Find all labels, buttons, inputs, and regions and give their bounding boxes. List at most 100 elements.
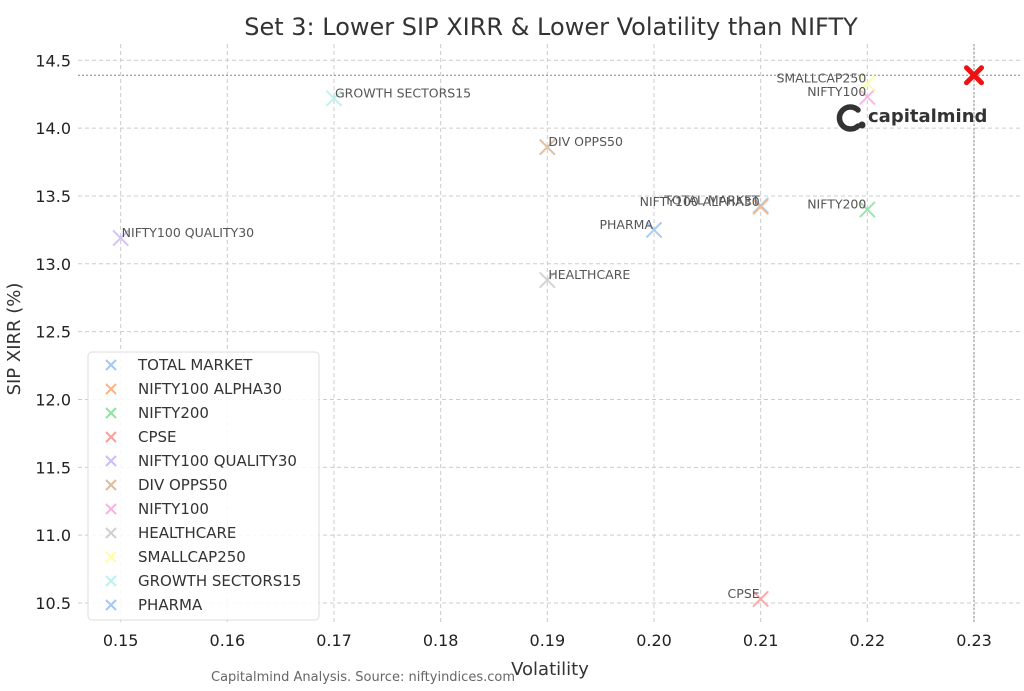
marker-stroke xyxy=(539,272,556,289)
legend-item: NIFTY200 xyxy=(105,404,209,422)
legend: TOTAL MARKET NIFTY100 ALPHA30 NIFTY200 CPSE… xyxy=(87,351,320,621)
reference-point-marker xyxy=(964,65,984,86)
x-tick-label: 0.21 xyxy=(743,631,779,650)
legend-item: SMALLCAP250 xyxy=(105,548,246,566)
chart-title: Set 3: Lower SIP XIRR & Lower Volatility… xyxy=(244,13,858,41)
legend-marker xyxy=(105,551,117,563)
y-tick-label: 14.5 xyxy=(35,51,71,70)
capitalmind-c-icon xyxy=(836,104,866,132)
capitalmind-logo: capitalmind xyxy=(836,104,987,132)
data-point xyxy=(752,198,769,215)
legend-marker xyxy=(105,575,117,587)
x-axis-ticks: 0.15 0.16 0.17 0.18 0.19 0.20 0.21 0.22 0.23 xyxy=(103,631,992,650)
marker-stroke xyxy=(859,75,876,92)
legend-label: TOTAL MARKET xyxy=(137,356,253,374)
x-tick-label: 0.22 xyxy=(850,631,886,650)
point-label: NIFTY100 xyxy=(807,84,866,99)
legend-label: NIFTY200 xyxy=(138,404,209,422)
x-tick-label: 0.19 xyxy=(530,631,566,650)
legend-label: GROWTH SECTORS15 xyxy=(138,572,301,590)
legend-label: PHARMA xyxy=(138,596,203,614)
data-point xyxy=(752,590,769,607)
x-tick-label: 0.17 xyxy=(316,631,352,650)
legend-item: CPSE xyxy=(105,428,177,446)
legend-label: HEALTHCARE xyxy=(138,524,236,542)
legend-label: NIFTY100 ALPHA30 xyxy=(138,380,282,398)
marker-stroke xyxy=(112,230,129,247)
legend-marker xyxy=(105,359,117,371)
legend-item: HEALTHCARE xyxy=(105,524,236,542)
logo-text: capitalmind xyxy=(868,106,987,127)
y-tick-label: 11.5 xyxy=(35,458,71,477)
y-tick-label: 13.0 xyxy=(35,255,71,274)
data-point xyxy=(859,201,876,218)
legend-item: DIV OPPS50 xyxy=(105,476,228,494)
point-label: NIFTY200 xyxy=(807,197,866,212)
legend-item: GROWTH SECTORS15 xyxy=(105,572,301,590)
x-axis-label: Volatility xyxy=(511,659,589,680)
data-point xyxy=(539,139,556,156)
reference-lines xyxy=(78,44,1022,622)
legend-marker xyxy=(105,527,117,539)
source-footnote: Capitalmind Analysis. Source: niftyindic… xyxy=(211,670,515,685)
y-tick-label: 12.0 xyxy=(35,390,71,409)
data-point xyxy=(859,88,876,105)
legend-label: SMALLCAP250 xyxy=(138,548,246,566)
legend-item: NIFTY100 QUALITY30 xyxy=(105,452,297,470)
y-tick-label: 14.0 xyxy=(35,119,71,138)
legend-item: NIFTY100 ALPHA30 xyxy=(105,380,282,398)
marker-stroke xyxy=(646,221,662,238)
legend-marker xyxy=(105,431,117,443)
legend-marker xyxy=(105,383,117,395)
data-points xyxy=(112,65,984,607)
x-tick-label: 0.23 xyxy=(956,631,992,650)
data-point xyxy=(646,221,662,238)
point-label: SMALLCAP250 xyxy=(776,70,866,85)
marker-stroke xyxy=(859,201,876,218)
marker-stroke xyxy=(752,198,769,215)
point-label: NIFTY100 QUALITY30 xyxy=(122,225,255,240)
legend-item: NIFTY100 xyxy=(105,500,209,518)
point-label: NIFTY100 ALPHA30 xyxy=(640,194,760,209)
point-label: PHARMA xyxy=(599,217,653,232)
point-label: CPSE xyxy=(728,586,760,601)
x-tick-label: 0.16 xyxy=(210,631,246,650)
marker-stroke xyxy=(326,90,342,107)
point-label: HEALTHCARE xyxy=(548,267,630,282)
y-axis-ticks: 10.5 11.0 11.5 12.0 12.5 13.0 13.5 14.0 14.5 xyxy=(35,51,71,613)
marker-stroke xyxy=(964,65,984,86)
marker-stroke xyxy=(859,88,876,105)
point-label: DIV OPPS50 xyxy=(548,134,623,149)
legend-label: NIFTY100 xyxy=(138,500,209,518)
y-tick-label: 12.5 xyxy=(35,323,71,342)
legend-items: TOTAL MARKET NIFTY100 ALPHA30 NIFTY200 CPSE… xyxy=(105,356,301,614)
y-tick-label: 11.0 xyxy=(35,526,71,545)
point-label: TOTAL MARKET xyxy=(663,192,760,207)
legend-box xyxy=(87,351,320,621)
legend-item: TOTAL MARKET xyxy=(105,356,253,374)
data-point xyxy=(326,90,342,107)
legend-marker xyxy=(105,455,117,467)
x-tick-label: 0.20 xyxy=(636,631,672,650)
legend-marker xyxy=(105,479,117,491)
marker-stroke xyxy=(752,590,769,607)
legend-label: CPSE xyxy=(138,428,177,446)
point-label: GROWTH SECTORS15 xyxy=(335,85,471,100)
marker-stroke xyxy=(539,139,556,156)
x-tick-label: 0.15 xyxy=(103,631,139,650)
legend-label: NIFTY100 QUALITY30 xyxy=(138,452,297,470)
y-tick-label: 10.5 xyxy=(35,594,71,613)
legend-item: PHARMA xyxy=(105,596,203,614)
y-tick-label: 13.5 xyxy=(35,187,71,206)
legend-marker xyxy=(105,503,117,515)
data-point xyxy=(859,75,876,92)
legend-marker xyxy=(105,599,117,611)
legend-marker xyxy=(105,407,117,419)
x-tick-label: 0.18 xyxy=(423,631,459,650)
y-axis-label: SIP XIRR (%) xyxy=(4,283,25,396)
data-point xyxy=(112,230,129,247)
data-point xyxy=(539,272,556,289)
legend-label: DIV OPPS50 xyxy=(138,476,228,494)
